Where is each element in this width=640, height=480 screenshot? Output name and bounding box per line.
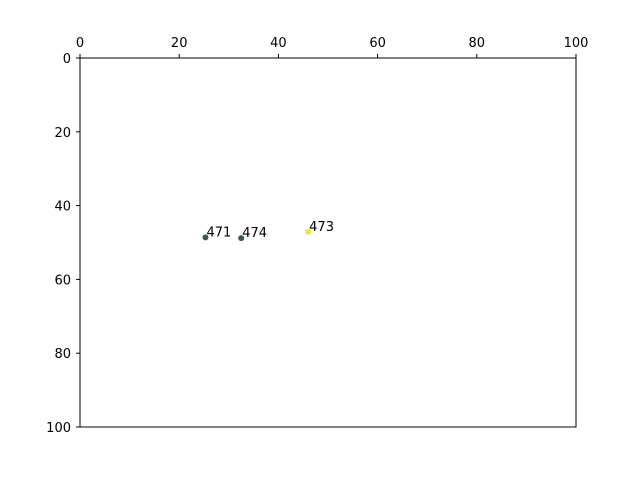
x-tick-label: 60 xyxy=(369,36,386,51)
data-points xyxy=(202,228,312,242)
point-label-471: 471 xyxy=(206,225,231,240)
y-tick-label: 80 xyxy=(54,347,71,362)
data-point-471 xyxy=(202,234,209,241)
data-point-473 xyxy=(305,228,312,235)
plot-area xyxy=(79,57,577,428)
y-tick-label: 20 xyxy=(54,126,71,141)
x-tick-label: 40 xyxy=(270,36,287,51)
plot-frame xyxy=(79,57,577,428)
x-axis: 0 20 40 60 80 100 xyxy=(76,36,589,58)
x-tick-label: 20 xyxy=(171,36,188,51)
data-point-474 xyxy=(238,235,245,242)
point-label-473: 473 xyxy=(309,220,334,235)
x-tick-label: 0 xyxy=(76,36,84,51)
point-label-474: 474 xyxy=(242,226,267,241)
y-tick-label: 40 xyxy=(54,200,71,215)
y-tick-label: 60 xyxy=(54,273,71,288)
y-tick-label: 100 xyxy=(46,421,71,436)
y-tick-label: 0 xyxy=(63,52,71,67)
x-tick-label: 80 xyxy=(469,36,486,51)
point-labels: 471 474 473 xyxy=(206,220,334,241)
x-tick-label: 100 xyxy=(564,36,589,51)
y-axis: 0 20 40 60 80 100 xyxy=(46,52,80,436)
